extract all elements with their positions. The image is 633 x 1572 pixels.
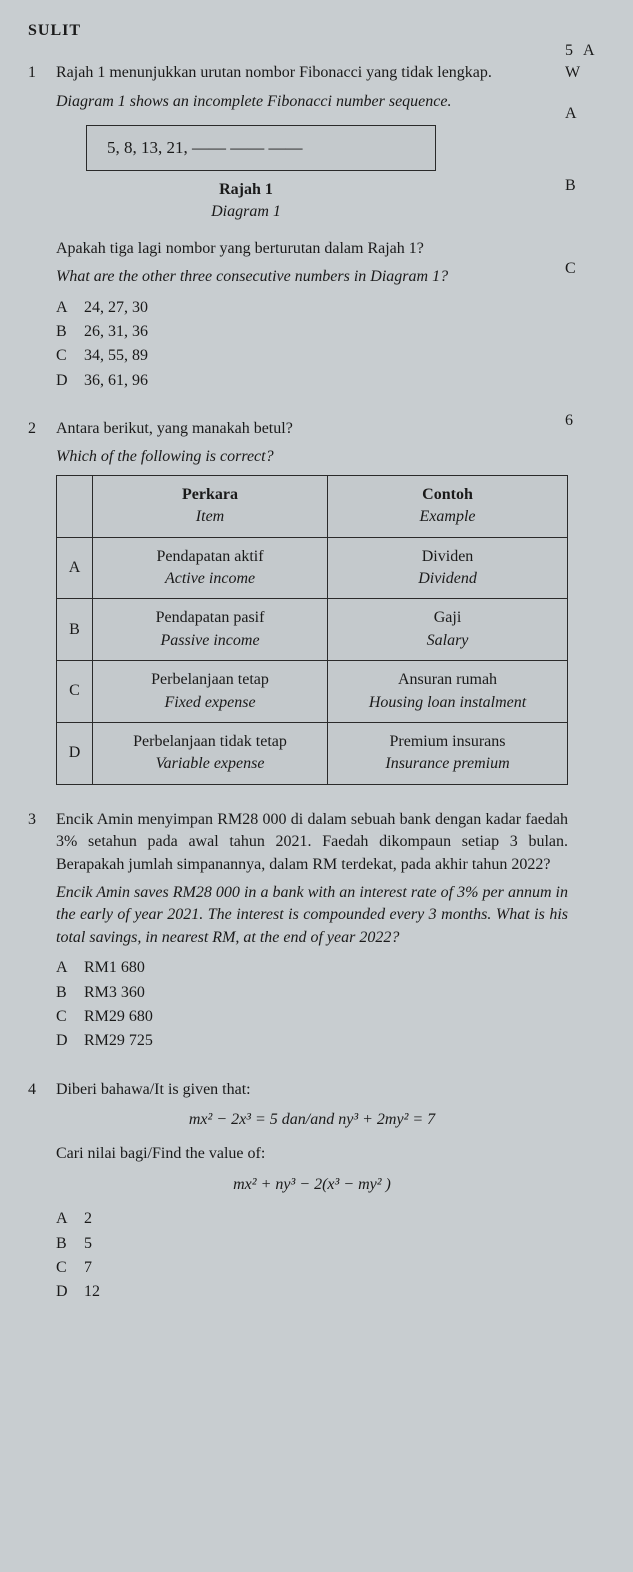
table-header-sub: Example bbox=[420, 508, 476, 525]
option-letter: B bbox=[56, 1233, 84, 1255]
q1-ask-my: Apakah tiga lagi nombor yang berturutan … bbox=[56, 238, 568, 260]
option-letter: D bbox=[56, 370, 84, 392]
q3-options: ARM1 680 BRM3 360 CRM29 680 DRM29 725 bbox=[56, 957, 568, 1053]
option-letter: D bbox=[56, 1030, 84, 1052]
caption-my: Rajah 1 bbox=[56, 179, 436, 201]
q2-table: Perkara Item Contoh Example A Pendapatan a… bbox=[56, 475, 568, 785]
table-row: A Pendapatan aktifActive income DividenD… bbox=[57, 537, 568, 599]
table-row: D Perbelanjaan tidak tetapVariable expen… bbox=[57, 723, 568, 785]
page-header: SULIT bbox=[28, 20, 605, 42]
q1-text-my: Rajah 1 menunjukkan urutan nombor Fibona… bbox=[56, 62, 568, 84]
option-text: 24, 27, 30 bbox=[84, 297, 568, 319]
q2-text-my: Antara berikut, yang manakah betul? bbox=[56, 418, 568, 440]
table-row: C Perbelanjaan tetapFixed expense Ansura… bbox=[57, 661, 568, 723]
q3-text-en: Encik Amin saves RM28 000 in a bank with… bbox=[56, 882, 568, 949]
option-text: 5 bbox=[84, 1233, 568, 1255]
question-4: 4 Diberi bahawa/It is given that: mx² − … bbox=[28, 1079, 568, 1306]
q1-ask-en: What are the other three consecutive num… bbox=[56, 266, 568, 288]
option-letter: B bbox=[56, 321, 84, 343]
option-letter: C bbox=[56, 1257, 84, 1279]
q4-options: A2 B5 C7 D12 bbox=[56, 1208, 568, 1304]
q1-options: A24, 27, 30 B26, 31, 36 C34, 55, 89 D36,… bbox=[56, 297, 568, 393]
question-number: 1 bbox=[28, 62, 56, 394]
option-text: RM29 680 bbox=[84, 1006, 568, 1028]
option-text: 2 bbox=[84, 1208, 568, 1230]
sequence-box: 5, 8, 13, 21, —— —— —— bbox=[86, 125, 436, 171]
option-letter: A bbox=[56, 297, 84, 319]
question-number: 2 bbox=[28, 418, 56, 785]
question-2: 2 Antara berikut, yang manakah betul? Wh… bbox=[28, 418, 568, 785]
table-header: Contoh bbox=[422, 486, 473, 503]
question-number: 3 bbox=[28, 809, 56, 1055]
q4-given: Diberi bahawa/It is given that: bbox=[56, 1079, 568, 1101]
option-letter: B bbox=[56, 982, 84, 1004]
question-number: 4 bbox=[28, 1079, 56, 1306]
question-1: 1 Rajah 1 menunjukkan urutan nombor Fibo… bbox=[28, 62, 568, 394]
option-text: 7 bbox=[84, 1257, 568, 1279]
option-text: 12 bbox=[84, 1281, 568, 1303]
option-text: 36, 61, 96 bbox=[84, 370, 568, 392]
option-text: RM29 725 bbox=[84, 1030, 568, 1052]
table-row: B Pendapatan pasifPassive income GajiSal… bbox=[57, 599, 568, 661]
option-text: 34, 55, 89 bbox=[84, 345, 568, 367]
option-text: RM3 360 bbox=[84, 982, 568, 1004]
q4-find: Cari nilai bagi/Find the value of: bbox=[56, 1143, 568, 1165]
table-header-sub: Item bbox=[196, 508, 224, 525]
caption-en: Diagram 1 bbox=[56, 201, 436, 223]
right-margin-column: 5A W A B C 6 bbox=[565, 40, 605, 432]
option-letter: C bbox=[56, 345, 84, 367]
option-letter: A bbox=[56, 957, 84, 979]
q3-text-my: Encik Amin menyimpan RM28 000 di dalam s… bbox=[56, 809, 568, 876]
q4-expr2: mx² + ny³ − 2(x³ − my² ) bbox=[56, 1174, 568, 1196]
option-letter: C bbox=[56, 1006, 84, 1028]
option-letter: D bbox=[56, 1281, 84, 1303]
option-text: RM1 680 bbox=[84, 957, 568, 979]
option-text: 26, 31, 36 bbox=[84, 321, 568, 343]
table-header: Perkara bbox=[182, 486, 238, 503]
q2-text-en: Which of the following is correct? bbox=[56, 446, 568, 468]
q1-text-en: Diagram 1 shows an incomplete Fibonacci … bbox=[56, 91, 568, 113]
option-letter: A bbox=[56, 1208, 84, 1230]
q4-expr1: mx² − 2x³ = 5 dan/and ny³ + 2my² = 7 bbox=[56, 1109, 568, 1131]
question-3: 3 Encik Amin menyimpan RM28 000 di dalam… bbox=[28, 809, 568, 1055]
